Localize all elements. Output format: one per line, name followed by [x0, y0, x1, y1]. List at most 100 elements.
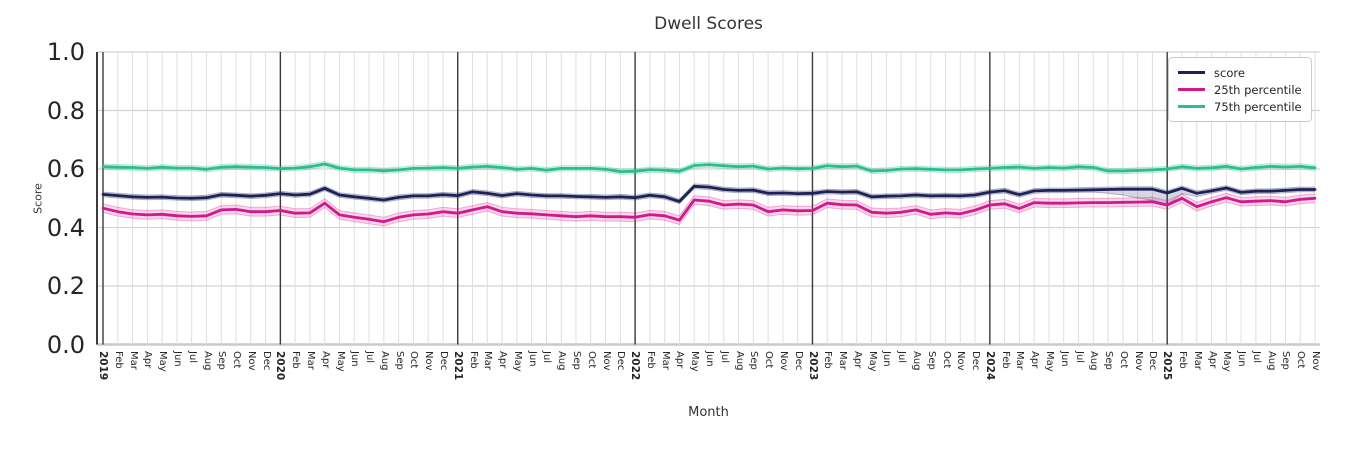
x-tick-label-month: Feb — [467, 351, 479, 369]
x-tick-label-month: Aug — [1265, 351, 1277, 371]
x-tick-label-month: Nov — [955, 351, 967, 371]
x-tick-label-month: Oct — [1295, 351, 1307, 369]
x-tick-label-month: Jul — [1250, 351, 1262, 364]
x-tick-label-month: Dec — [615, 351, 627, 371]
x-tick-label-month: Mar — [482, 351, 494, 370]
x-tick-label-month: Apr — [1029, 351, 1041, 369]
x-tick-label-year: 2020 — [274, 351, 287, 381]
x-tick-label-month: Aug — [556, 351, 568, 371]
x-tick-label-year: 2024 — [983, 351, 996, 381]
confidence-band — [103, 193, 1315, 226]
x-tick-label-month: Mar — [1191, 351, 1203, 370]
legend-label: score — [1214, 65, 1245, 80]
x-tick-label-month: Sep — [571, 351, 582, 370]
confidence-band-edge — [102, 166, 1316, 175]
x-tick-label-month: Jun — [171, 351, 183, 367]
legend-label: 25th percentile — [1214, 82, 1302, 97]
x-tick-label-month: Feb — [999, 351, 1011, 369]
x-tick-label-month: Jun — [704, 351, 715, 367]
x-tick-label-year: 2025 — [1161, 351, 1174, 381]
x-tick-label-month: Apr — [851, 351, 863, 369]
x-tick-label-month: Nov — [1310, 351, 1321, 371]
x-tick-label-month: Apr — [674, 351, 686, 369]
x-tick-label-month: Mar — [304, 351, 316, 370]
x-tick-label-month: Jun — [881, 351, 893, 367]
legend-entry-75th-percentile: 75th percentile — [1178, 98, 1302, 115]
legend-entry-score: score — [1178, 64, 1302, 81]
series-line-75th-percentile — [101, 162, 1317, 174]
x-tick-label-month: Mar — [127, 351, 139, 370]
x-tick-label-month: Oct — [408, 351, 420, 369]
x-tick-label-month: Aug — [378, 351, 390, 371]
confidence-band-edge — [102, 183, 1315, 200]
x-tick-label-month: Mar — [837, 351, 848, 370]
x-tick-label-month: May — [334, 351, 346, 372]
x-tick-label-month: Jul — [541, 351, 553, 364]
x-tick-label-month: Sep — [925, 351, 937, 370]
x-tick-label-month: Nov — [1132, 351, 1144, 371]
x-tick-label-month: Jul — [1073, 351, 1085, 364]
x-tick-label-month: Feb — [1177, 351, 1188, 369]
x-tick-label-month: May — [1221, 351, 1233, 372]
x-tick-label-month: Oct — [1117, 351, 1129, 369]
legend-line-swatch-25th — [1178, 88, 1205, 91]
x-tick-label-month: Aug — [733, 351, 745, 371]
x-tick-label-month: Sep — [216, 351, 228, 370]
y-tick-label: 1.0 — [46, 38, 85, 66]
x-tick-label-month: Jul — [718, 351, 730, 364]
x-tick-label-month: Jul — [186, 351, 198, 364]
y-tick-label: 0.4 — [46, 213, 85, 242]
x-tick-label-month: Oct — [231, 351, 242, 369]
x-tick-label-month: Feb — [290, 351, 302, 369]
x-tick-label-month: Oct — [763, 351, 775, 369]
confidence-band — [103, 161, 1315, 175]
x-tick-label-month: Jul — [364, 351, 375, 364]
x-tick-label-month: Apr — [497, 351, 509, 369]
x-tick-label-month: Dec — [1147, 351, 1159, 371]
legend: score 25th percentile 75th percentile — [1168, 57, 1312, 122]
x-tick-label-month: Dec — [438, 351, 449, 371]
legend-line-swatch-score — [1178, 71, 1205, 74]
confidence-band-edge — [102, 201, 1316, 227]
x-tick-label-month: Jul — [896, 351, 908, 364]
x-tick-label-year: 2022 — [629, 351, 642, 381]
x-tick-label-month: May — [866, 351, 878, 372]
x-tick-label-month: May — [157, 351, 169, 372]
x-tick-label-month: Sep — [748, 351, 760, 370]
series-line-score — [101, 184, 1317, 203]
y-tick-label: 0.6 — [46, 155, 85, 183]
x-tick-label-year: 2023 — [806, 351, 819, 381]
x-tick-label-month: Apr — [1206, 351, 1218, 369]
x-tick-label-month: Dec — [792, 351, 804, 371]
x-tick-label-month: Jun — [1236, 351, 1248, 367]
x-tick-label-month: Aug — [910, 351, 922, 371]
x-tick-label-month: Jun — [1058, 351, 1070, 367]
x-tick-label-month: Mar — [659, 351, 671, 370]
x-tick-label-month: May — [689, 351, 701, 372]
x-tick-label-month: Mar — [1014, 351, 1026, 370]
y-tick-label: 0.8 — [46, 96, 85, 125]
legend-label: 75th percentile — [1214, 99, 1302, 114]
x-tick-label-month: Feb — [112, 351, 124, 369]
x-tick-label-month: Apr — [142, 351, 154, 369]
x-tick-label-month: Nov — [423, 351, 435, 371]
x-tick-label-month: May — [511, 351, 523, 372]
x-tick-label-month: Jun — [349, 351, 361, 367]
x-tick-label-month: Nov — [245, 351, 257, 371]
x-tick-label-year: 2019 — [97, 351, 109, 381]
x-tick-label-month: Dec — [260, 351, 272, 371]
x-tick-label-month: Sep — [1280, 351, 1292, 370]
x-tick-label-year: 2021 — [451, 351, 464, 381]
x-tick-label-month: Oct — [585, 351, 597, 369]
confidence-band-edge — [102, 192, 1316, 218]
legend-entry-25th-percentile: 25th percentile — [1178, 81, 1302, 98]
x-tick-label-month: May — [1044, 351, 1055, 372]
x-tick-label-month: Aug — [1088, 351, 1100, 371]
y-tick-label: 0.0 — [46, 330, 85, 359]
x-tick-label-month: Feb — [822, 351, 834, 369]
x-tick-label-month: Feb — [644, 351, 656, 369]
x-tick-label-month: Oct — [940, 351, 952, 369]
x-tick-label-month: Sep — [1103, 351, 1115, 370]
